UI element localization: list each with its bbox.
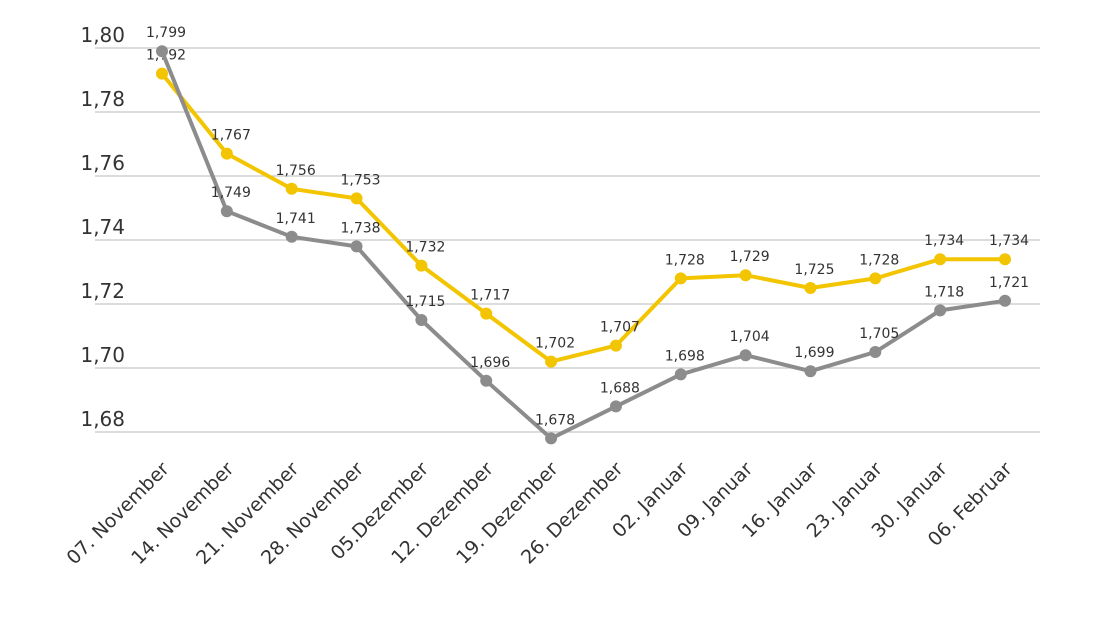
- data-label: 1,702: [535, 336, 575, 352]
- data-label: 1,732: [405, 240, 445, 256]
- data-label: 1,705: [859, 326, 899, 342]
- point: [545, 432, 558, 445]
- point: [285, 182, 298, 195]
- data-label: 1,699: [794, 345, 834, 361]
- series-line: [160, 50, 1006, 441]
- data-label: 1,718: [924, 284, 964, 300]
- data-label: 1,678: [535, 412, 575, 428]
- point: [674, 368, 687, 381]
- point: [220, 147, 233, 160]
- data-label: 1,725: [794, 262, 834, 278]
- point: [156, 67, 168, 80]
- point: [480, 307, 493, 320]
- data-label: 1,729: [730, 249, 770, 265]
- data-label: 1,704: [730, 329, 770, 345]
- data-label: 1,756: [276, 163, 316, 179]
- point: [609, 339, 622, 352]
- point: [804, 365, 817, 378]
- point: [415, 259, 428, 272]
- point: [869, 272, 882, 285]
- data-label: 1,696: [470, 355, 510, 371]
- data-label: 1,753: [340, 172, 380, 188]
- point: [934, 253, 947, 266]
- point: [285, 230, 298, 243]
- y-tick-label: 1,78: [80, 87, 125, 111]
- point: [480, 374, 493, 387]
- y-tick-label: 1,76: [80, 151, 125, 175]
- data-label: 1,707: [600, 320, 640, 336]
- y-tick-label: 1,68: [80, 407, 125, 431]
- data-label: 1,738: [340, 220, 380, 236]
- point: [545, 355, 558, 368]
- data-label: 1,728: [859, 252, 899, 268]
- point: [156, 45, 168, 58]
- data-label: 1,734: [989, 233, 1029, 249]
- point: [804, 282, 817, 294]
- point: [999, 253, 1011, 266]
- data-label: 1,721: [989, 275, 1029, 291]
- y-tick-label: 1,80: [80, 23, 125, 47]
- point: [739, 349, 752, 362]
- data-label: 1,767: [211, 128, 251, 144]
- data-label: 1,698: [665, 348, 705, 364]
- point: [999, 294, 1011, 307]
- point: [415, 314, 428, 326]
- y-tick-label: 1,74: [80, 215, 125, 239]
- series-line: [160, 72, 1005, 364]
- data-label: 1,734: [924, 233, 964, 249]
- point: [609, 400, 622, 413]
- point: [869, 346, 882, 358]
- y-tick-label: 1,70: [80, 343, 125, 367]
- data-label: 1,717: [470, 288, 510, 304]
- point: [934, 304, 947, 317]
- data-label: 1,728: [665, 252, 705, 268]
- data-label: 1,715: [405, 294, 445, 310]
- y-tick-label: 1,72: [80, 279, 125, 303]
- data-label: 1,741: [276, 211, 316, 227]
- point: [674, 272, 687, 285]
- data-label: 1,799: [146, 25, 186, 41]
- point: [350, 240, 363, 253]
- data-label: 1,749: [211, 185, 251, 201]
- point: [220, 205, 233, 218]
- point: [739, 269, 752, 282]
- point: [350, 192, 363, 205]
- data-label: 1,688: [600, 380, 640, 396]
